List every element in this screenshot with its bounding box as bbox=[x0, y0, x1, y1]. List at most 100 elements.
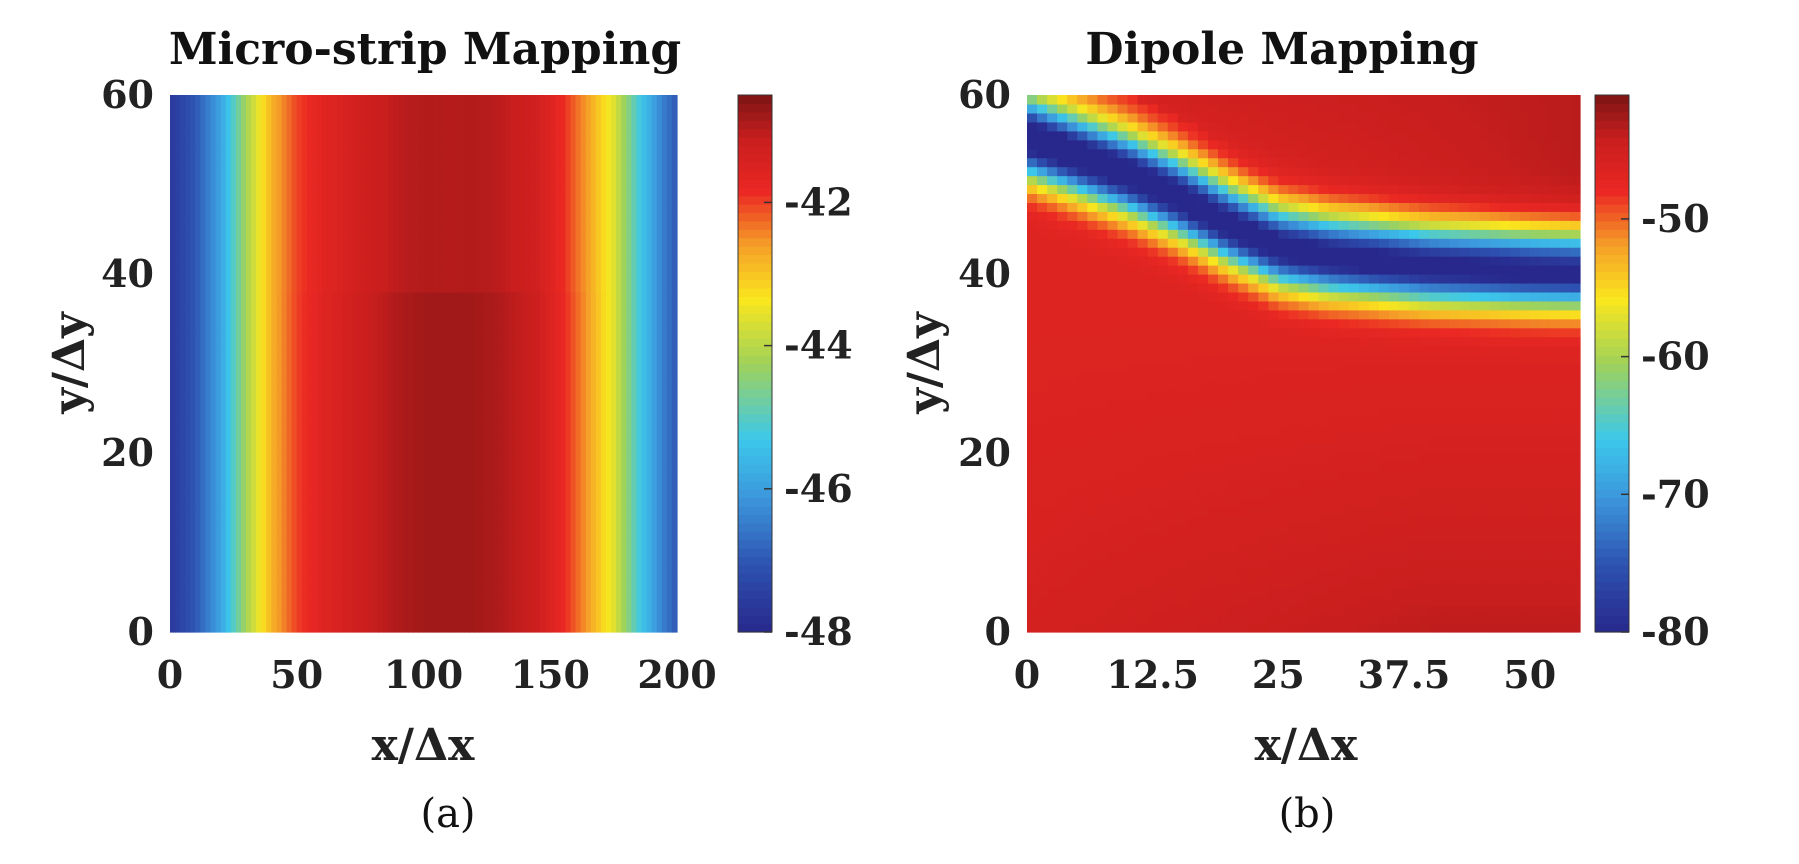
heatmap-cell bbox=[651, 148, 658, 168]
heatmap-cell bbox=[656, 345, 663, 365]
heatmap-cell bbox=[1087, 121, 1098, 132]
heatmap-cell bbox=[1147, 175, 1159, 186]
heatmap-cell bbox=[1037, 381, 1048, 391]
heatmap-cell bbox=[428, 112, 435, 132]
heatmap-cell bbox=[170, 256, 176, 275]
heatmap-cell bbox=[1278, 408, 1290, 418]
heatmap-cell bbox=[611, 363, 617, 382]
heatmap-cell bbox=[524, 488, 531, 508]
heatmap-cell bbox=[357, 453, 364, 472]
heatmap-cell bbox=[580, 363, 587, 382]
heatmap-cell bbox=[1177, 345, 1189, 356]
heatmap-cell bbox=[246, 363, 252, 382]
heatmap-cell bbox=[1218, 309, 1229, 320]
heatmap-cell bbox=[413, 327, 420, 347]
heatmap-cell bbox=[438, 470, 445, 490]
heatmap-cell bbox=[1047, 623, 1058, 633]
heatmap-cell bbox=[1278, 211, 1290, 221]
heatmap-cell bbox=[413, 130, 420, 150]
heatmap-cell bbox=[388, 166, 394, 186]
heatmap-cell bbox=[251, 256, 257, 275]
heatmap-cell bbox=[1248, 596, 1259, 606]
heatmap-cell bbox=[1187, 148, 1199, 159]
heatmap-cell bbox=[1047, 157, 1058, 168]
heatmap-cell bbox=[519, 112, 526, 132]
heatmap-cell bbox=[453, 453, 460, 472]
heatmap-cell bbox=[1097, 569, 1109, 579]
heatmap-cell bbox=[220, 327, 227, 347]
heatmap-cell bbox=[1308, 453, 1320, 463]
heatmap-cell bbox=[1288, 417, 1300, 427]
heatmap-cell bbox=[1027, 470, 1038, 481]
heatmap-cell bbox=[529, 470, 536, 490]
heatmap-cell bbox=[195, 220, 202, 239]
heatmap-cell bbox=[494, 309, 501, 329]
heatmap-cell bbox=[1077, 327, 1088, 338]
heatmap-cell bbox=[296, 488, 303, 508]
heatmap-cell bbox=[1328, 578, 1340, 588]
heatmap-cell bbox=[464, 596, 470, 615]
heatmap-cell bbox=[382, 453, 389, 472]
heatmap-cell bbox=[286, 399, 293, 418]
heatmap-cell bbox=[286, 95, 293, 114]
heatmap-cell bbox=[661, 363, 668, 382]
heatmap-cell bbox=[1147, 354, 1159, 365]
heatmap-cell bbox=[1187, 551, 1199, 561]
heatmap-cell bbox=[256, 435, 262, 454]
heatmap-cell bbox=[1117, 605, 1129, 615]
heatmap-cell bbox=[1137, 569, 1149, 579]
heatmap-cell bbox=[357, 309, 364, 329]
heatmap-cell bbox=[200, 238, 207, 257]
heatmap-cell bbox=[220, 417, 227, 436]
heatmap-cell bbox=[195, 596, 202, 615]
heatmap-cell bbox=[1308, 184, 1320, 195]
heatmap-cell bbox=[398, 166, 404, 186]
heatmap-cell bbox=[469, 596, 475, 615]
heatmap-cell bbox=[1107, 605, 1119, 615]
heatmap-cell bbox=[666, 274, 673, 293]
heatmap-cell bbox=[1248, 345, 1259, 356]
heatmap-cell bbox=[1207, 247, 1219, 257]
heatmap-cell bbox=[200, 560, 207, 579]
heatmap-cell bbox=[1087, 533, 1098, 544]
colorbar-swatch bbox=[738, 581, 772, 591]
heatmap-cell bbox=[357, 524, 364, 544]
heatmap-cell bbox=[1087, 363, 1098, 374]
heatmap-cell bbox=[1127, 211, 1139, 221]
heatmap-cell bbox=[641, 596, 648, 615]
heatmap-cell bbox=[1298, 515, 1310, 526]
heatmap-cell bbox=[560, 327, 567, 347]
heatmap-cell bbox=[322, 166, 328, 186]
heatmap-cell bbox=[631, 309, 638, 329]
heatmap-cell bbox=[1268, 551, 1279, 561]
heatmap-cell bbox=[1097, 193, 1109, 203]
heatmap-cell bbox=[1137, 247, 1149, 257]
heatmap-cell bbox=[311, 274, 318, 293]
heatmap-cell bbox=[1077, 220, 1088, 230]
heatmap-cell bbox=[1067, 184, 1078, 195]
heatmap-cell bbox=[458, 596, 465, 615]
heatmap-cell bbox=[1278, 103, 1290, 114]
heatmap-cell bbox=[504, 596, 511, 615]
colorbar-swatch bbox=[738, 313, 772, 323]
heatmap-cell bbox=[1107, 166, 1119, 177]
heatmap-cell bbox=[1318, 381, 1330, 391]
heatmap-cell bbox=[1037, 461, 1048, 472]
heatmap-cell bbox=[317, 166, 323, 186]
heatmap-cell bbox=[1177, 336, 1189, 347]
heatmap-cell bbox=[347, 130, 354, 150]
heatmap-cell bbox=[1248, 318, 1259, 329]
heatmap-cell bbox=[276, 220, 283, 239]
heatmap-cell bbox=[1258, 363, 1269, 374]
heatmap-cell bbox=[1258, 121, 1269, 132]
heatmap-cell bbox=[1298, 184, 1310, 195]
heatmap-cell bbox=[1087, 95, 1098, 105]
heatmap-cell bbox=[352, 524, 359, 544]
heatmap-cell bbox=[1057, 453, 1068, 463]
heatmap-cell bbox=[433, 345, 440, 365]
heatmap-cell bbox=[235, 506, 242, 526]
heatmap-cell bbox=[301, 542, 308, 561]
heatmap-cell bbox=[1248, 238, 1259, 248]
heatmap-cell bbox=[347, 596, 354, 615]
heatmap-cell bbox=[656, 238, 663, 257]
